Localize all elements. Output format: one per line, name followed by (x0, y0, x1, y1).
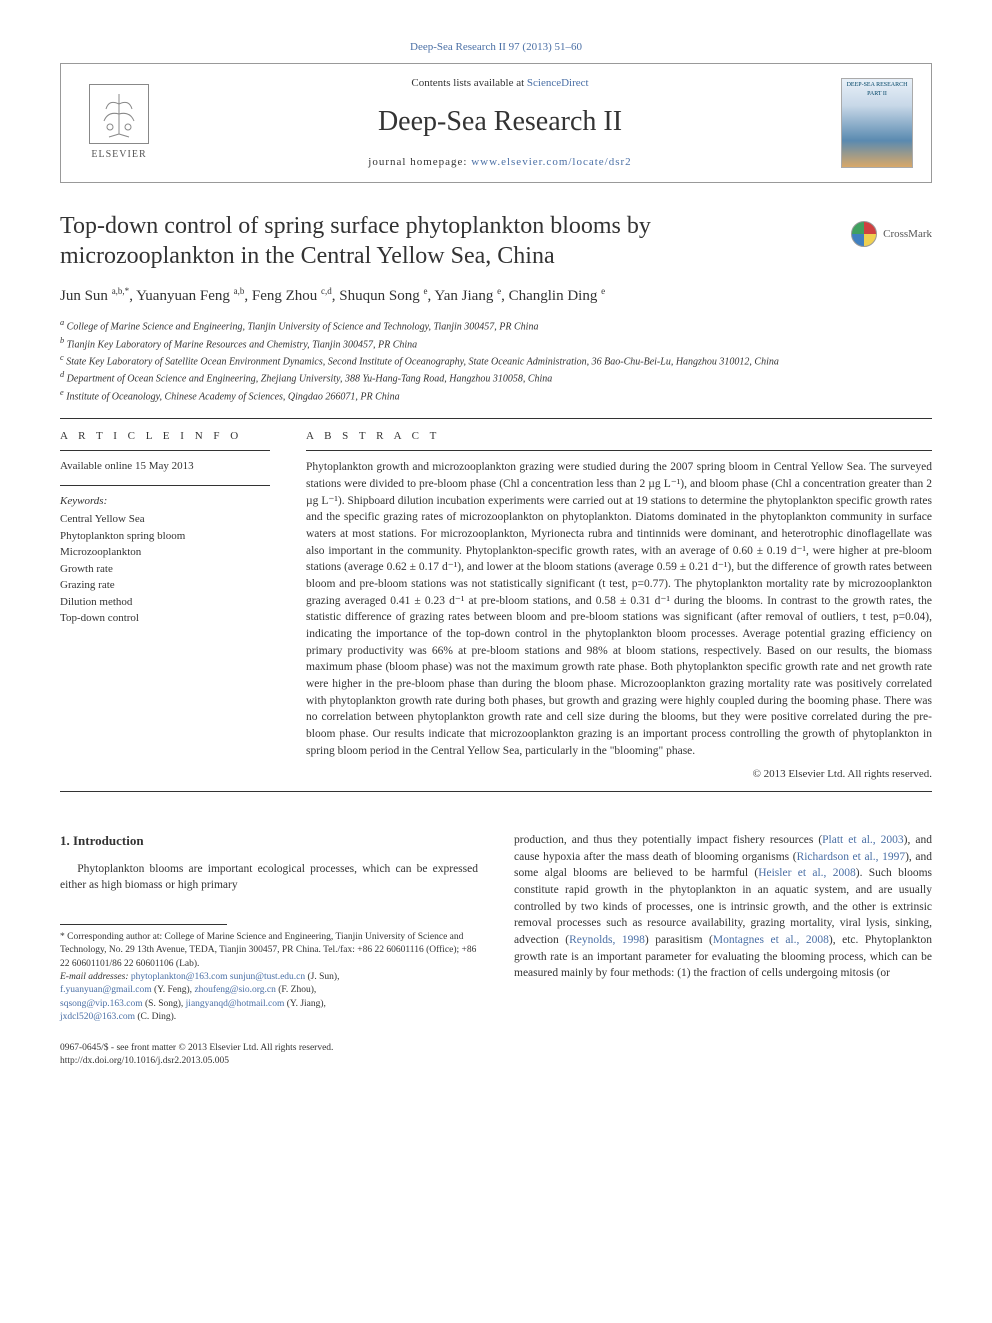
journal-cover-thumb: DEEP-SEA RESEARCH PART II (841, 78, 913, 168)
article-info-head: A R T I C L E I N F O (60, 429, 270, 444)
info-rule-2 (60, 485, 270, 486)
intro-para-left: Phytoplankton blooms are important ecolo… (60, 861, 478, 894)
homepage-line: journal homepage: www.elsevier.com/locat… (159, 155, 841, 170)
elsevier-tree-icon (89, 84, 149, 144)
article-info: A R T I C L E I N F O Available online 1… (60, 429, 270, 783)
available-online: Available online 15 May 2013 (60, 459, 270, 474)
intro-para-right: production, and thus they potentially im… (514, 832, 932, 982)
affiliation: b Tianjin Key Laboratory of Marine Resou… (60, 335, 932, 352)
sciencedirect-link[interactable]: ScienceDirect (527, 77, 589, 89)
footnote-rule (60, 924, 227, 925)
affiliation: d Department of Ocean Science and Engine… (60, 369, 932, 386)
email-link[interactable]: sqsong@vip.163.com (60, 999, 143, 1009)
ref-link[interactable]: Heisler et al., 2008 (758, 867, 856, 879)
email-link[interactable]: sunjun@tust.edu.cn (230, 972, 305, 982)
ref-link[interactable]: Richardson et al., 1997 (797, 851, 906, 863)
affiliations: a College of Marine Science and Engineer… (60, 317, 932, 404)
abstract-text: Phytoplankton growth and microzooplankto… (306, 459, 932, 759)
abstract-rule (306, 450, 932, 451)
email-link[interactable]: zhoufeng@sio.org.cn (194, 985, 275, 995)
authors: Jun Sun a,b,*, Yuanyuan Feng a,b, Feng Z… (60, 285, 932, 307)
bottom-matter: 0967-0645/$ - see front matter © 2013 El… (60, 1042, 478, 1069)
email-link[interactable]: f.yuanyuan@gmail.com (60, 985, 152, 995)
ref-link[interactable]: Platt et al., 2003 (822, 834, 904, 846)
body-columns: 1. Introduction Phytoplankton blooms are… (60, 832, 932, 1069)
corresponding-author: * Corresponding author at: College of Ma… (60, 931, 478, 971)
contents-line: Contents lists available at ScienceDirec… (159, 76, 841, 91)
elsevier-name: ELSEVIER (91, 148, 146, 162)
email-link[interactable]: jxdcl520@163.com (60, 1012, 135, 1022)
affiliation: e Institute of Oceanology, Chinese Acade… (60, 387, 932, 404)
right-column: production, and thus they potentially im… (514, 832, 932, 1069)
homepage-link[interactable]: www.elsevier.com/locate/dsr2 (471, 156, 631, 168)
footnotes: * Corresponding author at: College of Ma… (60, 931, 478, 1024)
running-head: Deep-Sea Research II 97 (2013) 51–60 (60, 40, 932, 55)
journal-header: ELSEVIER Contents lists available at Sci… (60, 63, 932, 183)
crossmark-label: CrossMark (883, 227, 932, 242)
abstract-copyright: © 2013 Elsevier Ltd. All rights reserved… (306, 767, 932, 782)
issn-line: 0967-0645/$ - see front matter © 2013 El… (60, 1042, 478, 1055)
crossmark-badge[interactable]: CrossMark (851, 221, 932, 247)
email-link[interactable]: phytoplankton@163.com (131, 972, 228, 982)
keywords-head: Keywords: (60, 494, 270, 509)
running-head-link[interactable]: Deep-Sea Research II 97 (2013) 51–60 (410, 41, 582, 53)
section-1-head: 1. Introduction (60, 832, 478, 851)
abstract: A B S T R A C T Phytoplankton growth and… (306, 429, 932, 783)
section-rule (60, 418, 932, 419)
abstract-head: A B S T R A C T (306, 429, 932, 444)
journal-name: Deep-Sea Research II (159, 102, 841, 141)
info-rule (60, 450, 270, 451)
article-title: Top-down control of spring surface phyto… (60, 211, 821, 271)
email-addresses: E-mail addresses: phytoplankton@163.com … (60, 971, 478, 1024)
crossmark-icon (851, 221, 877, 247)
email-link[interactable]: jiangyanqd@hotmail.com (186, 999, 285, 1009)
ref-link[interactable]: Reynolds, 1998 (569, 934, 645, 946)
section-rule-2 (60, 791, 932, 792)
affiliation: a College of Marine Science and Engineer… (60, 317, 932, 334)
left-column: 1. Introduction Phytoplankton blooms are… (60, 832, 478, 1069)
doi-line: http://dx.doi.org/10.1016/j.dsr2.2013.05… (60, 1055, 478, 1068)
keywords-list: Central Yellow SeaPhytoplankton spring b… (60, 511, 270, 627)
elsevier-logo: ELSEVIER (79, 78, 159, 168)
affiliation: c State Key Laboratory of Satellite Ocea… (60, 352, 932, 369)
ref-link[interactable]: Montagnes et al., 2008 (713, 934, 829, 946)
